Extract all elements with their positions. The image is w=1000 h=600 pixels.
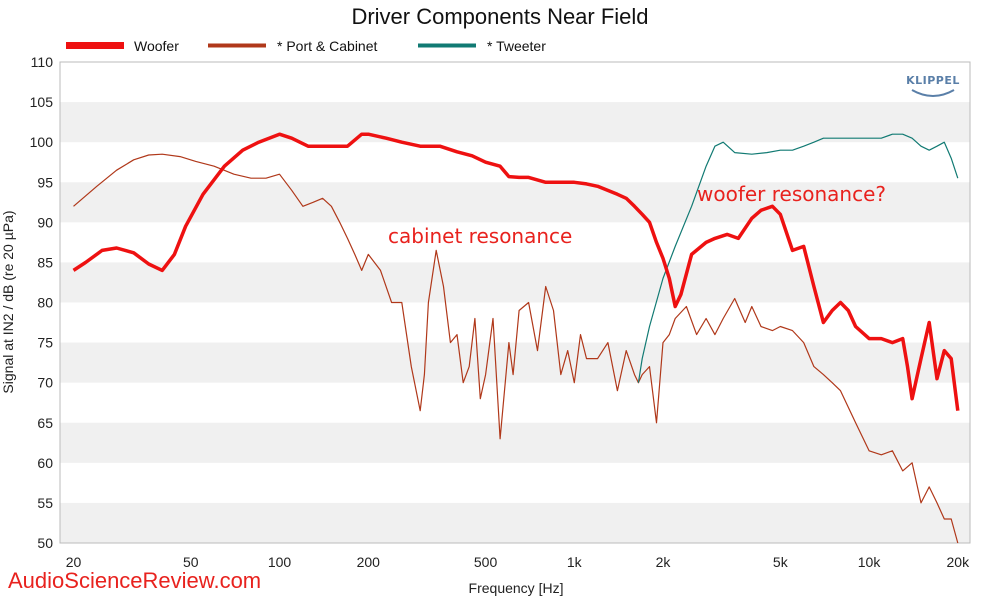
klippel-logo: KLIPPEL [904,74,962,105]
y-tick-label: 90 [37,214,53,230]
x-tick-label: 20 [66,554,82,570]
x-tick-label: 500 [474,554,498,570]
y-tick-label: 55 [37,495,53,511]
watermark: AudioScienceReview.com [8,568,262,593]
y-axis-label: Signal at IN2 / dB (re 20 µPa) [0,210,16,393]
y-tick-label: 80 [37,295,53,311]
y-tick-label: 70 [37,375,53,391]
klippel-logo-arc-icon [911,89,955,97]
annotation-woofer-resonance: woofer resonance? [697,182,886,206]
x-tick-label: 2k [656,554,672,570]
y-tick-label: 100 [30,134,54,150]
series-line-tweeter [637,133,959,383]
legend: Woofer * Port & Cabinet * Tweeter [66,38,546,54]
series-line-port-cabinet [73,153,959,544]
legend-swatch-tweeter [418,43,476,48]
x-tick-label: 1k [567,554,583,570]
grid-band [60,182,970,223]
y-axis-ticks: 50 55 60 65 70 75 80 85 90 95 100 105 110 [30,54,54,551]
x-tick-label: 50 [183,554,199,570]
legend-swatch-port-cabinet [208,43,266,48]
x-tick-label: 10k [858,554,882,570]
y-tick-label: 60 [37,455,53,471]
legend-label-port-cabinet: * Port & Cabinet [277,38,377,54]
x-tick-label: 5k [773,554,789,570]
y-tick-label: 75 [37,335,53,351]
series-lines [72,132,960,544]
x-tick-label: 20k [947,554,971,570]
x-axis-ticks: 20 50 100 200 500 1k 2k 5k 10k 20k [66,554,970,570]
klippel-logo-text: KLIPPEL [906,74,960,87]
x-tick-label: 100 [268,554,292,570]
grid-bands [60,102,970,543]
x-tick-label: 200 [357,554,381,570]
y-tick-label: 105 [30,94,54,110]
y-tick-label: 95 [37,174,53,190]
annotation-cabinet-resonance: cabinet resonance [388,224,572,248]
grid-band [60,102,970,143]
legend-label-tweeter: * Tweeter [487,38,546,54]
grid-band [60,422,970,463]
series-line-woofer [72,132,960,411]
x-axis-label: Frequency [Hz] [469,580,564,596]
y-tick-label: 85 [37,254,53,270]
chart-title: Driver Components Near Field [351,4,648,29]
grid-band [60,502,970,543]
legend-label-woofer: Woofer [134,38,179,54]
plot-frame [59,61,971,544]
legend-swatch-woofer [66,42,124,49]
y-tick-label: 110 [31,54,54,70]
y-tick-label: 50 [37,535,53,551]
y-tick-label: 65 [37,415,53,431]
grid-band [60,262,970,303]
